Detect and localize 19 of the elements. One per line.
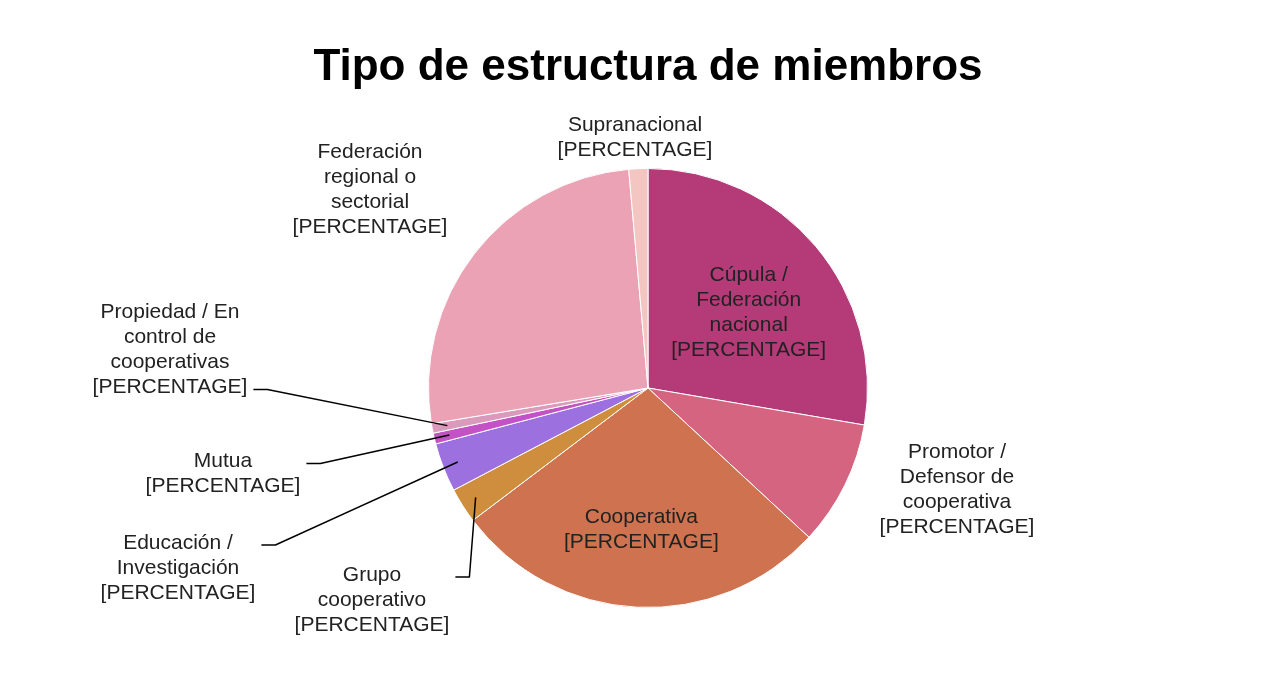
data-label: [PERCENTAGE] (92, 374, 248, 398)
data-label: [PERCENTAGE] (294, 611, 450, 635)
slice-label: Cúpula / Federación nacional (696, 262, 802, 336)
slice-label: Grupo cooperativo (317, 561, 427, 610)
slice-label: Mutua (193, 448, 253, 472)
data-label: [PERCENTAGE] (563, 528, 719, 552)
data-label: [PERCENTAGE] (145, 473, 301, 497)
slice-label: Cooperativa (584, 503, 699, 527)
data-label: [PERCENTAGE] (557, 137, 713, 161)
slice-label: Educación / Investigación (116, 529, 240, 578)
data-label: [PERCENTAGE] (292, 214, 448, 238)
data-label: [PERCENTAGE] (671, 337, 827, 361)
slice-label: Propiedad / En control de cooperativas (100, 299, 240, 373)
data-label: [PERCENTAGE] (879, 514, 1035, 538)
chart-title: Tipo de estructura de miembros (313, 40, 983, 90)
slice-label: Federación regional o sectorial (317, 139, 423, 213)
slice-label: Supranacional (567, 112, 703, 136)
slice-label: Promotor / Defensor de cooperativa (899, 439, 1015, 513)
data-label: [PERCENTAGE] (100, 579, 256, 603)
